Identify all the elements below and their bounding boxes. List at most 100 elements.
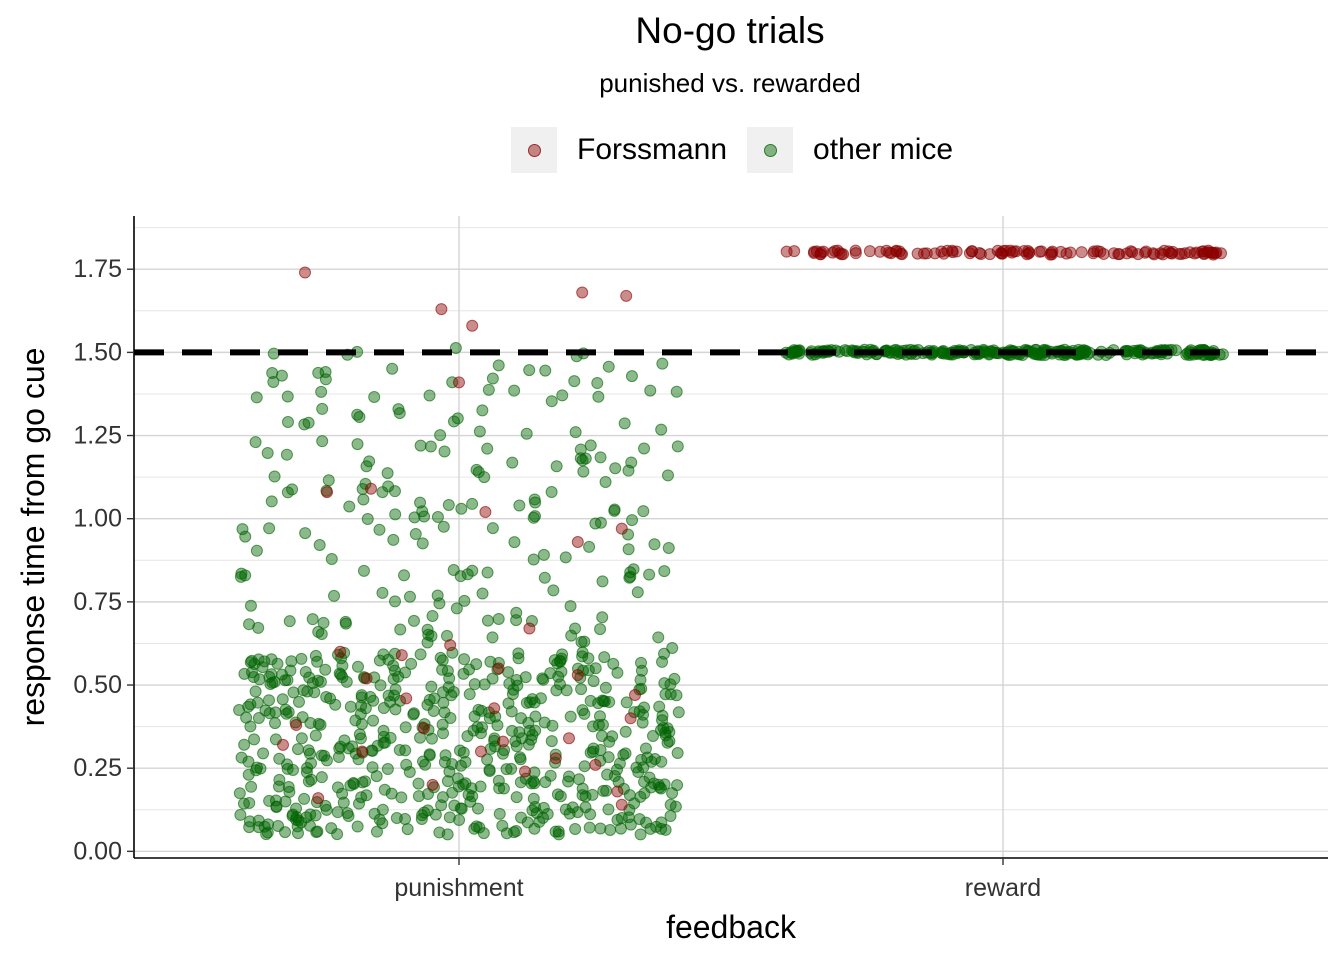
data-point-other-mice bbox=[344, 700, 357, 713]
data-point-other-mice bbox=[604, 823, 617, 836]
data-point-other-mice bbox=[446, 376, 459, 389]
data-point-other-mice bbox=[248, 733, 261, 746]
data-point-other-mice bbox=[599, 681, 612, 694]
data-point-other-mice bbox=[471, 721, 484, 734]
data-point-other-mice bbox=[449, 341, 462, 354]
data-point-other-mice bbox=[331, 806, 344, 819]
data-point-other-mice bbox=[388, 595, 401, 608]
data-point-other-mice bbox=[351, 438, 364, 451]
chart-subtitle: punished vs. rewarded bbox=[599, 68, 861, 98]
data-point-other-mice bbox=[443, 672, 456, 685]
data-point-forssmann bbox=[883, 246, 896, 259]
data-point-other-mice bbox=[505, 762, 518, 775]
data-point-other-mice bbox=[272, 820, 285, 833]
data-point-other-mice bbox=[528, 801, 541, 814]
data-point-forssmann bbox=[1045, 246, 1058, 259]
data-point-other-mice bbox=[366, 744, 379, 757]
data-point-other-mice bbox=[1081, 348, 1094, 361]
data-point-other-mice bbox=[309, 809, 322, 822]
data-point-forssmann bbox=[1097, 247, 1110, 260]
data-point-forssmann bbox=[365, 482, 377, 495]
data-point-other-mice bbox=[352, 797, 365, 810]
data-point-other-mice bbox=[304, 747, 317, 760]
data-point-other-mice bbox=[377, 736, 390, 749]
data-point-other-mice bbox=[497, 782, 510, 795]
data-point-other-mice bbox=[584, 808, 597, 821]
data-point-other-mice bbox=[525, 614, 538, 627]
data-point-other-mice bbox=[578, 635, 591, 648]
data-point-forssmann bbox=[334, 645, 347, 658]
data-point-other-mice bbox=[506, 456, 519, 469]
data-point-other-mice bbox=[519, 671, 532, 684]
data-point-other-mice bbox=[373, 654, 386, 667]
data-point-other-mice bbox=[586, 788, 599, 801]
data-point-other-mice bbox=[444, 712, 457, 725]
data-point-other-mice bbox=[527, 553, 540, 566]
data-point-other-mice bbox=[433, 826, 446, 839]
data-point-forssmann bbox=[950, 245, 963, 258]
data-point-other-mice bbox=[436, 663, 449, 676]
data-point-other-mice bbox=[634, 828, 647, 841]
data-point-other-mice bbox=[401, 823, 414, 836]
data-point-other-mice bbox=[447, 564, 460, 577]
data-point-forssmann bbox=[1075, 246, 1088, 259]
data-point-other-mice bbox=[626, 514, 639, 527]
data-point-other-mice bbox=[579, 801, 592, 814]
data-point-other-mice bbox=[606, 730, 619, 743]
data-point-other-mice bbox=[486, 372, 499, 385]
data-point-other-mice bbox=[249, 436, 262, 449]
data-point-other-mice bbox=[250, 761, 263, 774]
data-point-forssmann bbox=[629, 689, 641, 702]
data-point-forssmann bbox=[488, 702, 501, 715]
data-point-other-mice bbox=[1077, 347, 1090, 360]
data-point-other-mice bbox=[355, 689, 368, 702]
data-point-other-mice bbox=[265, 653, 278, 666]
data-point-other-mice bbox=[377, 702, 390, 715]
data-point-other-mice bbox=[437, 520, 450, 533]
data-point-other-mice bbox=[438, 756, 451, 769]
data-point-forssmann bbox=[624, 712, 637, 725]
data-point-other-mice bbox=[242, 755, 255, 768]
data-point-other-mice bbox=[639, 742, 652, 755]
data-point-other-mice bbox=[381, 763, 394, 776]
data-point-other-mice bbox=[252, 711, 265, 724]
data-point-other-mice bbox=[437, 686, 450, 699]
x-axis-title: feedback bbox=[666, 909, 797, 945]
legend-label-forssmann: Forssmann bbox=[577, 133, 728, 166]
data-point-other-mice bbox=[658, 647, 671, 660]
legend-label-other-mice: other mice bbox=[813, 133, 954, 166]
data-point-other-mice bbox=[344, 779, 357, 792]
data-point-forssmann bbox=[615, 798, 628, 811]
y-tick-label: 1.25 bbox=[73, 422, 122, 450]
data-point-other-mice bbox=[584, 746, 597, 759]
data-point-other-mice bbox=[281, 762, 294, 775]
data-point-other-mice bbox=[573, 773, 586, 786]
data-point-other-mice bbox=[547, 584, 560, 597]
data-point-other-mice bbox=[373, 523, 386, 536]
data-point-other-mice bbox=[339, 617, 352, 630]
data-point-forssmann bbox=[519, 765, 531, 778]
data-point-other-mice bbox=[265, 495, 278, 508]
data-point-forssmann bbox=[894, 247, 907, 260]
data-point-other-mice bbox=[282, 706, 295, 719]
data-point-other-mice bbox=[619, 725, 632, 738]
data-point-other-mice bbox=[268, 470, 281, 483]
data-point-other-mice bbox=[250, 544, 263, 557]
data-point-other-mice bbox=[617, 782, 630, 795]
data-point-other-mice bbox=[437, 696, 450, 709]
data-point-other-mice bbox=[273, 773, 286, 786]
data-point-other-mice bbox=[541, 808, 554, 821]
data-point-other-mice bbox=[253, 673, 266, 686]
data-point-other-mice bbox=[233, 704, 246, 717]
data-point-forssmann bbox=[475, 745, 487, 758]
data-point-other-mice bbox=[534, 692, 547, 705]
data-point-other-mice bbox=[655, 755, 668, 768]
data-point-other-mice bbox=[1128, 347, 1141, 360]
data-point-forssmann bbox=[1033, 245, 1046, 258]
data-point-other-mice bbox=[668, 672, 681, 685]
data-point-other-mice bbox=[425, 629, 438, 642]
data-point-other-mice bbox=[631, 586, 644, 599]
y-tick-label: 0.00 bbox=[73, 837, 122, 865]
data-point-other-mice bbox=[424, 440, 437, 453]
data-point-other-mice bbox=[414, 439, 427, 452]
